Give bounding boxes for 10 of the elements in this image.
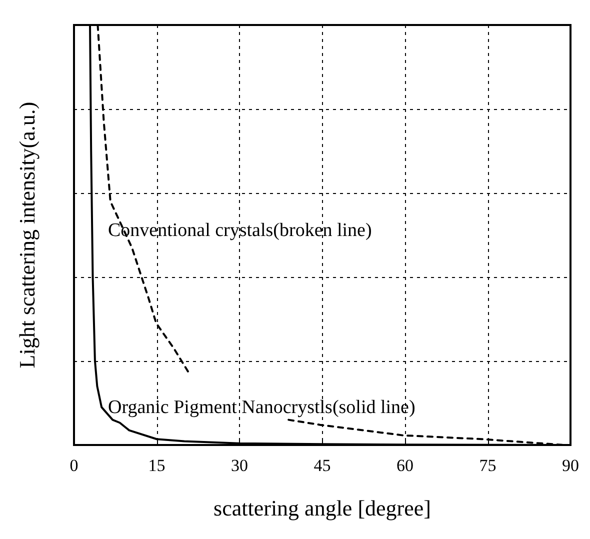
x-tick-label: 45 <box>314 456 331 475</box>
x-tick-label: 75 <box>479 456 496 475</box>
x-tick-label: 15 <box>148 456 166 475</box>
x-tick-label: 0 <box>70 456 78 475</box>
x-tick-label: 60 <box>396 456 414 475</box>
x-axis-title: scattering angle [degree] <box>214 496 431 520</box>
y-axis-title: Light scattering intensity(a.u.) <box>14 102 40 368</box>
annotation: Organic Pigment Nanocrystls(solid line) <box>108 397 416 418</box>
x-tick-label: 30 <box>231 456 248 475</box>
x-tick-label: 90 <box>562 456 579 475</box>
